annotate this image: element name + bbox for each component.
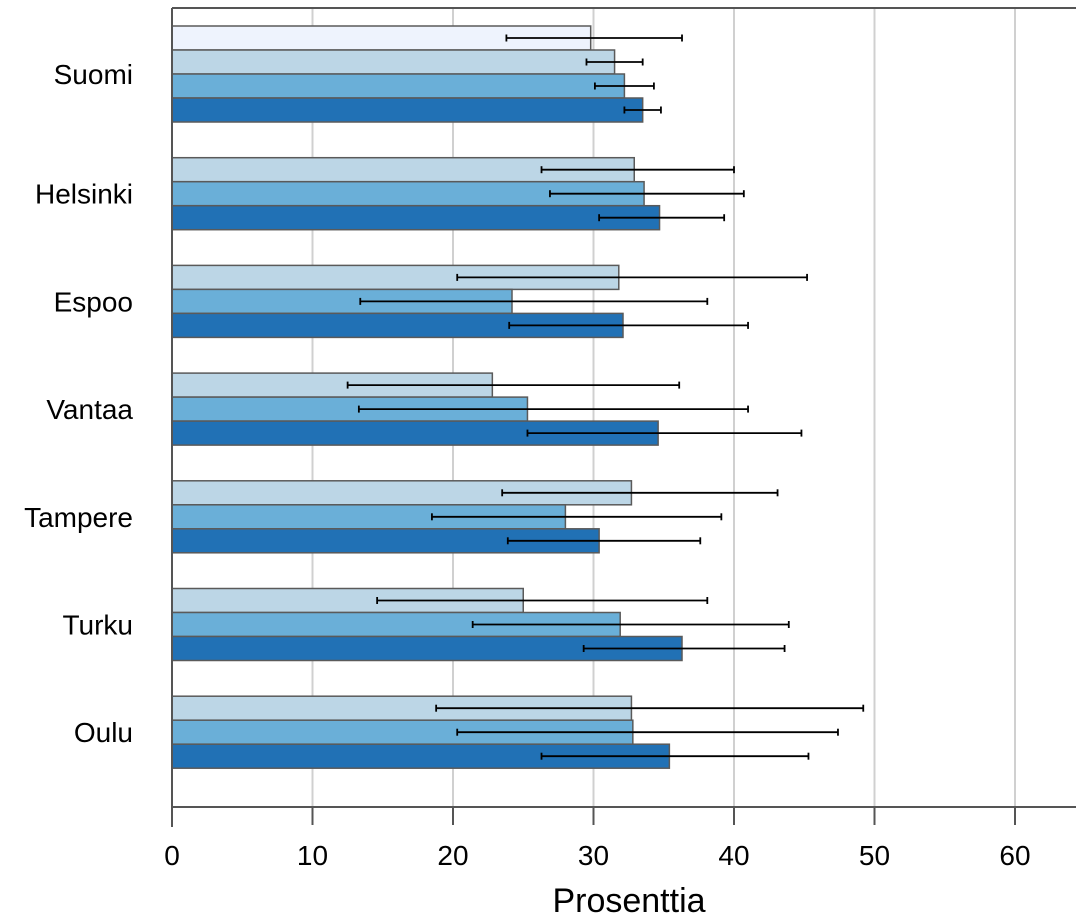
- error-bar-espoo-series-2: [456, 273, 808, 281]
- error-bar-tampere-series-2: [501, 489, 779, 497]
- error-bar-helsinki-series-4: [598, 214, 726, 222]
- error-bar-turku-series-3: [471, 621, 790, 628]
- error-bar-suomi-series-3: [594, 82, 655, 90]
- x-tick-label: 10: [297, 840, 328, 871]
- bar-suomi-series-3: [171, 73, 626, 99]
- error-bar-helsinki-series-2: [540, 166, 735, 174]
- error-bar-suomi-series-1: [505, 34, 683, 42]
- category-label-helsinki: Helsinki: [35, 179, 133, 210]
- axes: [171, 7, 1076, 827]
- bar-suomi-series-4: [171, 97, 644, 123]
- error-bar-espoo-series-3: [359, 297, 709, 305]
- x-tick-label: 30: [578, 840, 609, 871]
- labels: 0 10 20 30 40 50 60 Suomi Helsinki Espoo Vantaa Tam…: [24, 59, 1031, 871]
- error-bars: [346, 34, 865, 760]
- bars: [171, 25, 683, 769]
- category-label-turku: Turku: [62, 610, 133, 641]
- error-bar-suomi-series-2: [585, 58, 644, 66]
- error-bar-helsinki-series-3: [549, 190, 745, 198]
- category-label-vantaa: Vantaa: [46, 394, 133, 425]
- error-bar-tampere-series-4: [506, 537, 702, 545]
- error-bar-oulu-series-2: [435, 704, 865, 712]
- x-tick-label: 40: [718, 840, 749, 871]
- error-bar-turku-series-2: [376, 597, 709, 604]
- x-axis-title: Prosenttia: [552, 882, 705, 919]
- category-label-espoo: Espoo: [54, 286, 133, 317]
- x-tick-label: 50: [859, 840, 890, 871]
- x-tick-label: 0: [164, 840, 180, 871]
- error-bar-suomi-series-4: [623, 106, 662, 114]
- error-bar-espoo-series-4: [508, 321, 749, 329]
- category-label-suomi: Suomi: [54, 59, 133, 90]
- bar-helsinki-series-4: [171, 204, 661, 231]
- x-tick-label: 20: [437, 840, 468, 871]
- error-bar-vantaa-series-3: [357, 405, 749, 413]
- error-bar-vantaa-series-4: [526, 429, 803, 437]
- error-bar-oulu-series-4: [540, 752, 810, 760]
- error-bar-oulu-series-3: [456, 728, 839, 736]
- error-bar-tampere-series-3: [431, 513, 723, 521]
- category-label-oulu: Oulu: [74, 717, 133, 748]
- category-label-tampere: Tampere: [24, 502, 133, 533]
- gridlines: [311, 8, 1016, 807]
- x-tick-label: 60: [999, 840, 1030, 871]
- bar-suomi-series-2: [171, 49, 616, 75]
- error-bar-turku-series-4: [582, 645, 786, 652]
- error-bar-vantaa-series-2: [346, 381, 681, 389]
